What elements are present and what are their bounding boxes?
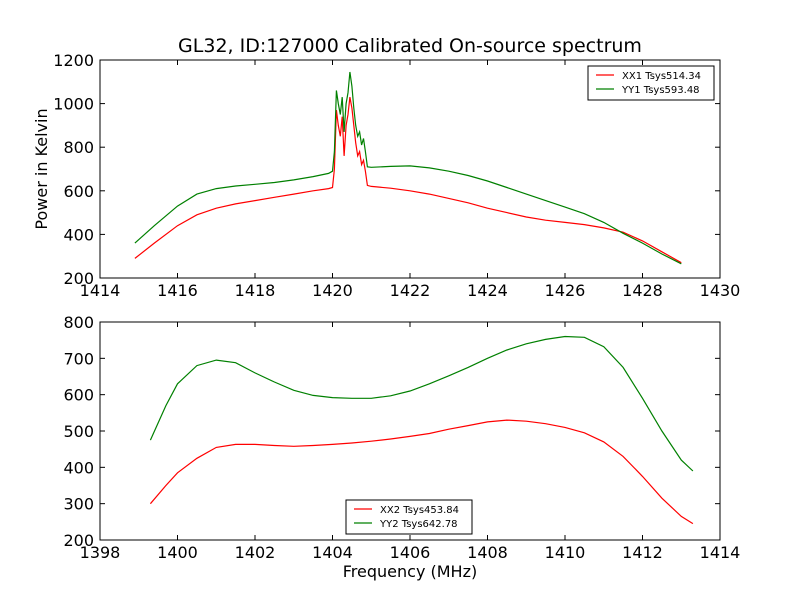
x-tick-label: 1428: [622, 281, 663, 300]
y-tick-label: 700: [63, 349, 94, 368]
legend-box: [345, 499, 473, 535]
legend-label: XX2 Tsys453.84: [380, 505, 459, 516]
x-tick-label: 1426: [545, 281, 586, 300]
x-tick-label: 1404: [312, 543, 353, 562]
x-tick-label: 1414: [80, 281, 121, 300]
legend: XX2 Tsys453.84 YY2 Tsys642.78: [345, 499, 473, 535]
series-line-2: [149, 335, 694, 472]
x-axis-label: Frequency (MHz): [343, 562, 477, 581]
x-tick-label: 1422: [390, 281, 431, 300]
x-tick-label: 1414: [700, 543, 741, 562]
x-tick-label: 1424: [467, 281, 508, 300]
series-line-2: [134, 71, 682, 265]
top-plot: 1414 1416 1418 1420 1422 1424 1426 1428 1430 200 4…: [32, 51, 740, 300]
x-tick-label: 1400: [157, 543, 198, 562]
y-tick-label: 500: [63, 422, 94, 441]
y-tick-label: 800: [63, 313, 94, 332]
legend-label: YY2 Tsys642.78: [379, 519, 458, 530]
series-line-1: [149, 419, 694, 525]
x-tick-label: 1412: [622, 543, 663, 562]
legend-label: YY1 Tsys593.48: [621, 85, 700, 96]
chart-title: GL32, ID:127000 Calibrated On-source spe…: [178, 35, 642, 57]
x-tick-label: 1408: [467, 543, 508, 562]
y-tick-label: 600: [63, 386, 94, 405]
x-tick-label: 1406: [390, 543, 431, 562]
y-tick-label: 600: [63, 182, 94, 201]
x-tick-label: 1420: [312, 281, 353, 300]
y-axis-label: Power in Kelvin: [32, 108, 51, 229]
legend: XX1 Tsys514.34 YY1 Tsys593.48: [587, 65, 715, 101]
legend-box: [587, 65, 715, 101]
legend-label: XX1 Tsys514.34: [622, 71, 701, 82]
y-tick-label: 200: [63, 269, 94, 288]
x-tick-label: 1430: [700, 281, 741, 300]
y-tick-label: 800: [63, 138, 94, 157]
x-tick-label: 1418: [235, 281, 276, 300]
y-tick-label: 300: [63, 495, 94, 514]
series-line-1: [134, 96, 682, 264]
x-tick-label: 1410: [545, 543, 586, 562]
y-tick-label: 200: [63, 531, 94, 550]
x-tick-label: 1398: [80, 543, 121, 562]
bottom-plot: 1398 1400 1402 1404 1406 1408 1410 1412 1414 200 3…: [63, 313, 740, 581]
y-tick-label: 1200: [53, 51, 94, 70]
x-tick-label: 1402: [235, 543, 276, 562]
y-tick-label: 400: [63, 458, 94, 477]
x-tick-label: 1416: [157, 281, 198, 300]
y-tick-label: 400: [63, 225, 94, 244]
y-tick-label: 1000: [53, 95, 94, 114]
